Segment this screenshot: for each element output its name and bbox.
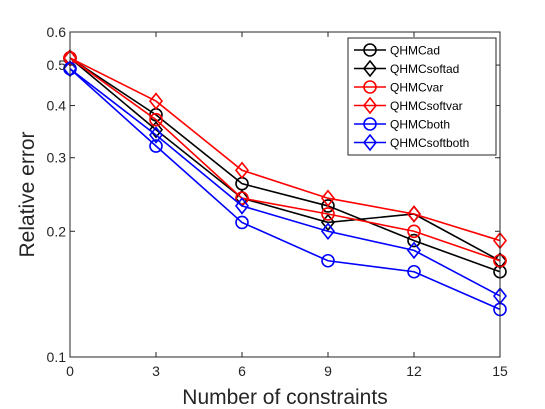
legend-swatch-marker — [363, 80, 377, 94]
data-point — [148, 92, 164, 110]
legend-item: QHMCsoftvar — [354, 96, 463, 115]
legend-label: QHMCvar — [390, 81, 443, 95]
data-point — [320, 189, 336, 207]
y-tick-label: 0.5 — [47, 57, 67, 73]
legend-label: QHMCsoftad — [390, 62, 459, 76]
legend-item: QHMCvar — [354, 80, 443, 95]
data-point — [235, 215, 249, 230]
plot-area — [62, 49, 508, 317]
y-tick-label: 0.6 — [47, 24, 67, 40]
series-line — [69, 68, 501, 297]
y-tick-label: 0.1 — [47, 349, 67, 365]
data-point — [149, 112, 163, 127]
data-point — [407, 264, 421, 279]
x-tick-label: 3 — [152, 363, 160, 379]
data-point — [406, 205, 422, 223]
axes: 0 3 6 9 12 15 0.1 0.2 0.3 0.4 0.5 0.6 — [47, 24, 508, 379]
legend-swatch-marker — [363, 117, 377, 131]
legend-swatch-marker — [362, 96, 378, 115]
data-point — [321, 199, 335, 213]
legend-swatch-marker — [362, 59, 378, 78]
data-point — [234, 197, 250, 215]
data-point — [234, 161, 250, 180]
y-axis-label: Relative error — [16, 131, 39, 257]
x-axis-label: Number of constraints — [182, 386, 387, 409]
x-tick-label: 0 — [66, 363, 74, 379]
data-point — [148, 120, 164, 139]
legend-label: QHMCboth — [390, 118, 450, 132]
data-point — [407, 233, 421, 248]
data-point — [320, 222, 336, 241]
x-tick-label: 15 — [492, 363, 508, 379]
series-line — [69, 68, 501, 311]
legend-label: QHMCsoftboth — [390, 136, 469, 150]
series-line — [69, 57, 501, 242]
legend-label: QHMCad — [390, 44, 440, 58]
data-point — [407, 224, 421, 239]
y-tick-label: 0.3 — [47, 150, 67, 166]
series-line — [69, 57, 501, 262]
data-point — [148, 126, 164, 144]
legend-box — [347, 37, 497, 156]
x-tick-label: 12 — [406, 363, 422, 379]
legend-item: QHMCboth — [354, 117, 450, 132]
data-point — [406, 241, 422, 260]
axes-box — [69, 31, 501, 358]
x-tick-label: 6 — [238, 363, 246, 379]
legend: QHMCad QHMCsoftad QHMCvar QHMCsoftvar QHMCbo… — [347, 37, 497, 156]
data-point — [149, 139, 163, 153]
legend-label: QHMCsoftvar — [390, 99, 463, 113]
x-tick-label: 9 — [324, 363, 332, 379]
legend-item: QHMCsoftad — [354, 59, 459, 78]
data-point — [321, 207, 335, 221]
legend-swatch-marker — [363, 43, 377, 57]
series-line — [69, 57, 501, 273]
y-tick-label: 0.4 — [47, 98, 67, 114]
legend-item: QHMCad — [354, 43, 440, 58]
y-tick-label: 0.2 — [47, 223, 67, 239]
data-point — [321, 253, 335, 268]
legend-item: QHMCsoftboth — [354, 133, 469, 152]
data-point — [320, 213, 336, 232]
series-line — [69, 57, 501, 262]
legend-swatch-marker — [362, 133, 378, 152]
data-point — [235, 191, 249, 206]
